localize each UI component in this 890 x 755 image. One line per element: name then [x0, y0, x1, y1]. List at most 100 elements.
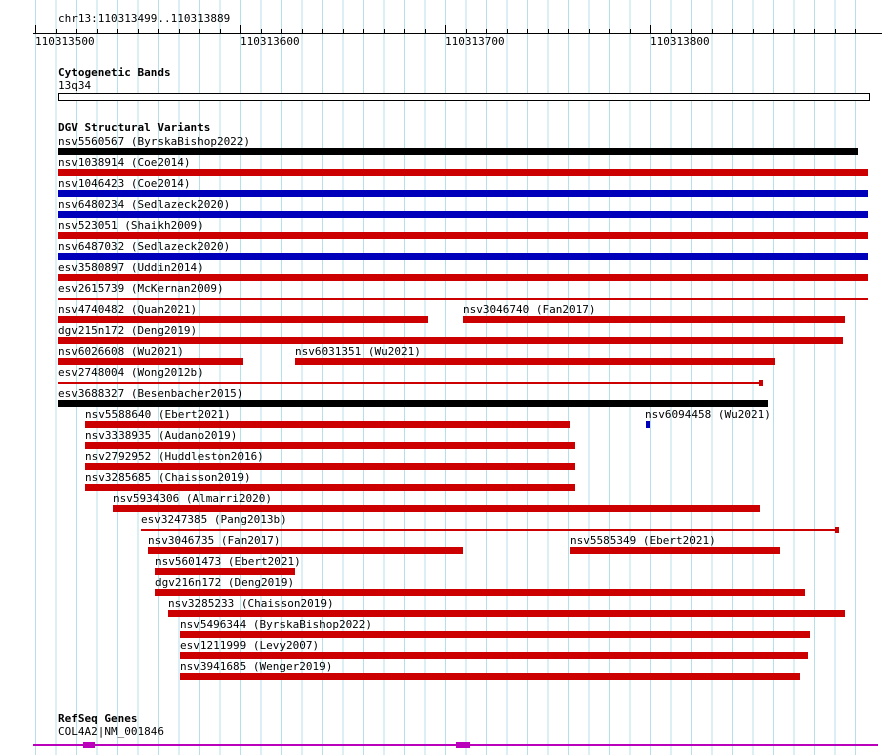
- ruler-minor-tick: [609, 29, 610, 33]
- variant-bar[interactable]: [58, 148, 858, 155]
- cytobands-title: Cytogenetic Bands: [58, 66, 171, 79]
- variant-bar[interactable]: [141, 529, 838, 531]
- variant-bar[interactable]: [58, 190, 868, 197]
- variant-bar[interactable]: [58, 316, 428, 323]
- variant-bar[interactable]: [85, 442, 575, 449]
- variant-bar[interactable]: [155, 589, 805, 596]
- ruler-minor-tick: [219, 29, 221, 33]
- variant-label: nsv6031351 (Wu2021): [295, 345, 421, 358]
- variant-bar[interactable]: [85, 463, 575, 470]
- variant-label: nsv3046735 (Fan2017): [148, 534, 281, 547]
- ruler-minor-tick: [117, 29, 118, 33]
- cytoband-name: 13q34: [58, 79, 92, 92]
- gene-label[interactable]: COL4A2|NM_001846: [58, 725, 164, 738]
- ruler-minor-tick: [486, 29, 487, 33]
- variant-label: nsv523051 (Shaikh2009): [58, 219, 204, 232]
- variant-bar[interactable]: [168, 610, 845, 617]
- ruler-minor-tick: [55, 29, 57, 33]
- variant-bar[interactable]: [85, 421, 570, 428]
- ruler-minor-tick: [178, 29, 180, 33]
- ruler-minor-tick: [322, 29, 323, 33]
- variant-bar[interactable]: [155, 568, 295, 575]
- variant-bar[interactable]: [180, 652, 808, 659]
- ruler-minor-tick: [158, 29, 159, 33]
- variant-bar[interactable]: [148, 547, 463, 554]
- variant-bar[interactable]: [835, 527, 839, 533]
- variant-bar[interactable]: [85, 484, 575, 491]
- variant-label: nsv2792952 (Huddleston2016): [85, 450, 264, 463]
- ruler-minor-tick: [732, 29, 733, 33]
- variant-bar[interactable]: [180, 673, 800, 680]
- refseq-title: RefSeq Genes: [58, 712, 138, 725]
- ruler-minor-tick: [855, 29, 856, 33]
- ruler-major-tick: [650, 25, 651, 33]
- variant-label: nsv1046423 (Coe2014): [58, 177, 191, 190]
- ruler-minor-tick: [281, 29, 282, 33]
- variant-label: esv2615739 (McKernan2009): [58, 282, 224, 295]
- variant-bar[interactable]: [58, 274, 868, 281]
- ruler-minor-tick: [629, 29, 631, 33]
- ruler-minor-tick: [568, 29, 569, 33]
- variant-bar[interactable]: [463, 316, 845, 323]
- variant-label: nsv3285685 (Chaisson2019): [85, 471, 251, 484]
- variant-label: nsv3046740 (Fan2017): [463, 303, 596, 316]
- variant-bar[interactable]: [58, 298, 868, 300]
- variant-bar[interactable]: [58, 382, 762, 384]
- ruler-minor-tick: [342, 29, 344, 33]
- dgv-title: DGV Structural Variants: [58, 121, 211, 134]
- variant-bar[interactable]: [58, 232, 868, 239]
- ruler-minor-tick: [199, 29, 200, 33]
- ruler-line[interactable]: [33, 33, 882, 34]
- ruler-tick-label: 110313500: [35, 35, 95, 48]
- ruler-major-tick: [240, 25, 241, 33]
- variant-bar[interactable]: [58, 211, 868, 218]
- ruler-minor-tick: [527, 29, 528, 33]
- ruler-minor-tick: [404, 29, 405, 33]
- variant-label: esv1211999 (Levy2007): [180, 639, 320, 652]
- ruler-minor-tick: [670, 29, 672, 33]
- ruler-major-tick: [445, 25, 446, 33]
- variant-bar[interactable]: [113, 505, 760, 512]
- variant-label: nsv5588640 (Ebert2021): [85, 408, 231, 421]
- variant-label: esv2748004 (Wong2012b): [58, 366, 204, 379]
- variant-label: nsv3338935 (Audano2019): [85, 429, 238, 442]
- ruler-minor-tick: [773, 29, 774, 33]
- ruler-tick-label: 110313700: [445, 35, 505, 48]
- ruler-major-tick: [35, 25, 36, 33]
- variant-bar[interactable]: [759, 380, 763, 386]
- ruler-minor-tick: [301, 29, 303, 33]
- ruler-minor-tick: [506, 29, 508, 33]
- variant-label: nsv6026608 (Wu2021): [58, 345, 184, 358]
- variant-label: nsv5601473 (Ebert2021): [155, 555, 301, 568]
- gene-line[interactable]: [33, 744, 878, 746]
- ruler-minor-tick: [793, 29, 795, 33]
- ruler-minor-tick: [424, 29, 426, 33]
- variant-bar[interactable]: [58, 400, 768, 407]
- ruler-tick-label: 110313800: [650, 35, 710, 48]
- gene-exon[interactable]: [456, 742, 470, 748]
- ruler-minor-tick: [834, 29, 836, 33]
- variant-label: nsv5585349 (Ebert2021): [570, 534, 716, 547]
- ruler-minor-tick: [465, 29, 467, 33]
- variant-bar[interactable]: [295, 358, 775, 365]
- variant-bar[interactable]: [570, 547, 780, 554]
- ruler-minor-tick: [96, 29, 98, 33]
- variant-bar[interactable]: [58, 337, 843, 344]
- gene-exon[interactable]: [83, 742, 95, 748]
- variant-bar[interactable]: [646, 421, 650, 428]
- variant-label: esv3688327 (Besenbacher2015): [58, 387, 244, 400]
- variant-label: esv3247385 (Pang2013b): [141, 513, 287, 526]
- variant-label: nsv3285233 (Chaisson2019): [168, 597, 334, 610]
- variant-label: nsv6487032 (Sedlazeck2020): [58, 240, 231, 253]
- ruler-minor-tick: [260, 29, 262, 33]
- variant-bar[interactable]: [58, 169, 868, 176]
- variant-bar[interactable]: [58, 253, 868, 260]
- variant-label: dgv215n172 (Deng2019): [58, 324, 198, 337]
- ruler-minor-tick: [588, 29, 590, 33]
- variant-bar[interactable]: [58, 358, 243, 365]
- variant-bar[interactable]: [180, 631, 810, 638]
- variant-label: nsv5560567 (ByrskaBishop2022): [58, 135, 251, 148]
- variant-label: nsv1038914 (Coe2014): [58, 156, 191, 169]
- ruler-tick-label: 110313600: [240, 35, 300, 48]
